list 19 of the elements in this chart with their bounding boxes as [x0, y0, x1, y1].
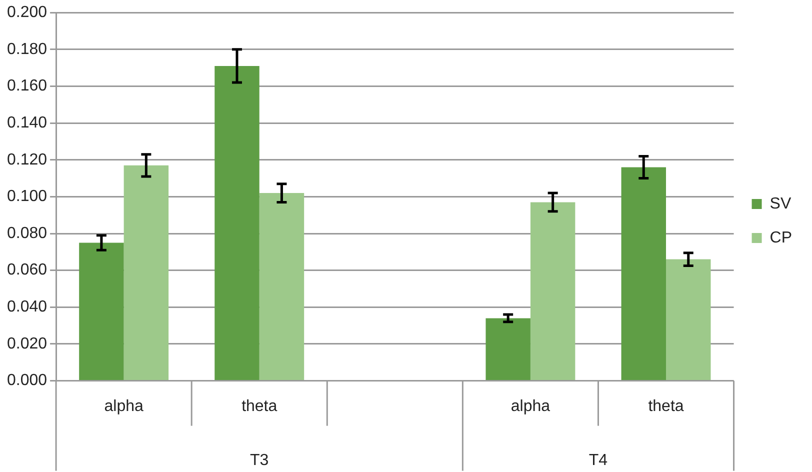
y-tick-label: 0.100 [6, 188, 48, 206]
y-tick-label: 0.000 [6, 372, 48, 390]
y-tick-label: 0.160 [6, 78, 48, 95]
y-tick-label: 0.180 [6, 40, 48, 58]
y-tick-label: 0.020 [6, 335, 48, 352]
text: T3 [250, 452, 269, 470]
x-tick-label: alpha [510, 398, 550, 415]
y-tick-label: 0.040 [6, 298, 48, 316]
legend-label: CP [770, 229, 792, 246]
x-tick-label: theta [648, 398, 684, 415]
y-tick-label: 0.120 [6, 151, 48, 168]
x-tick-label: alpha [104, 398, 144, 415]
y-tick-label: 0.140 [6, 114, 48, 132]
x-tick-label: theta [242, 398, 278, 415]
y-tick-label: 0.060 [6, 262, 48, 279]
legend-label: SV [770, 195, 792, 212]
y-tick-label: 0.080 [6, 224, 48, 242]
y-tick-label: 0.200 [6, 4, 48, 22]
text: T4 [588, 452, 608, 470]
